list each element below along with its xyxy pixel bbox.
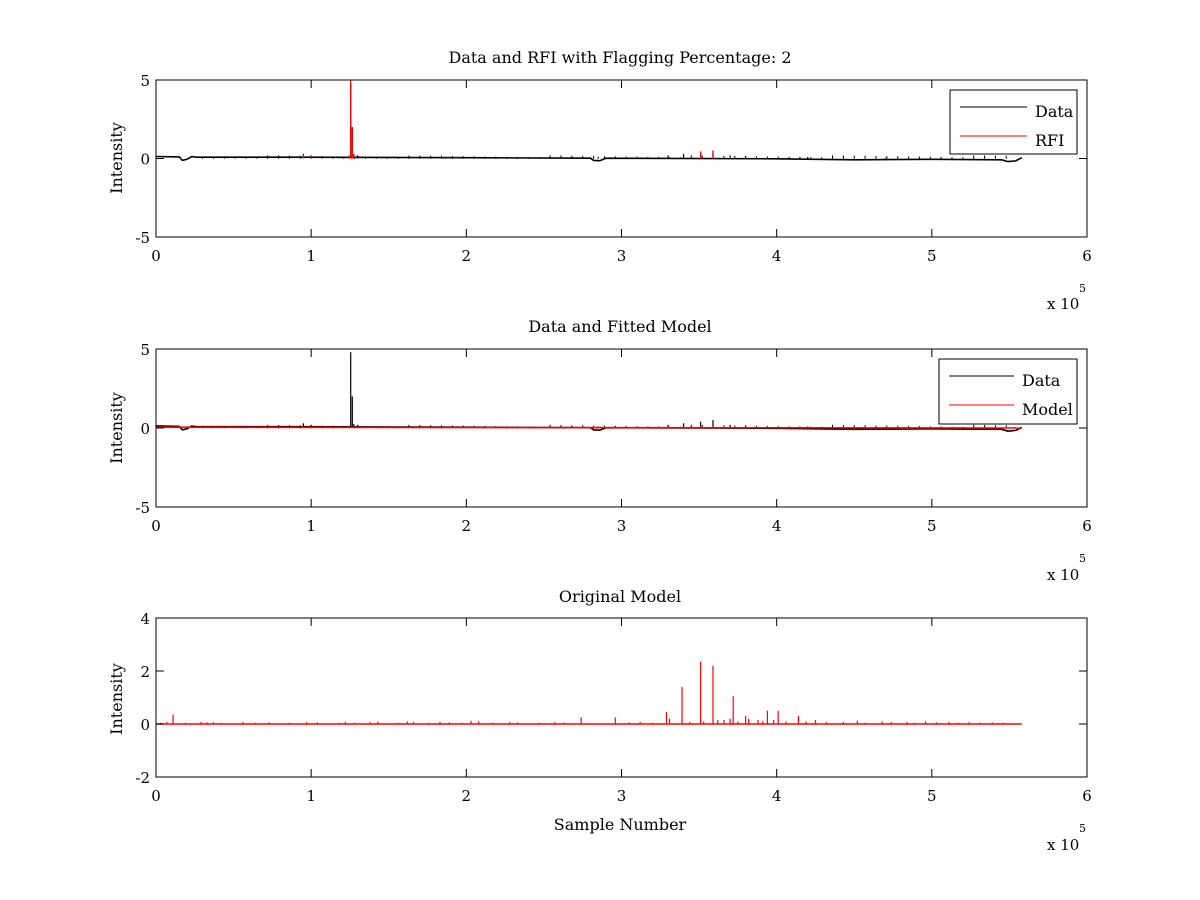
legend-label-rfi: RFI (1035, 131, 1064, 150)
x-tick-label: 4 (772, 787, 782, 805)
subplot-data-and-fitted-model: Data and Fitted Model Intensity x 10 5 0… (107, 317, 1092, 584)
subplot-title: Data and Fitted Model (528, 317, 711, 336)
legend-label-data: Data (1035, 102, 1074, 121)
x-exponent-label: x 10 (1047, 566, 1079, 584)
y-tick-label: 5 (140, 341, 150, 359)
y-tick-label: 0 (140, 420, 150, 438)
subplot-original-model: Original Model Intensity Sample Number x… (107, 587, 1092, 854)
y-tick-label: 5 (140, 72, 150, 90)
x-tick-label: 6 (1082, 787, 1092, 805)
legend: Data RFI (949, 89, 1078, 155)
y-axis-label: Intensity (107, 663, 126, 735)
x-tick-label: 3 (617, 247, 627, 265)
legend-box (938, 358, 1078, 425)
legend-box (949, 89, 1078, 155)
y-axis-label: Intensity (107, 122, 126, 194)
y-tick-label: 2 (140, 663, 150, 681)
x-tick-label: 0 (151, 787, 161, 805)
x-tick-label: 3 (617, 517, 627, 535)
x-tick-label: 5 (927, 517, 937, 535)
plot-area (156, 618, 1087, 777)
x-tick-label: 0 (151, 247, 161, 265)
subplot-title: Data and RFI with Flagging Percentage: 2 (448, 48, 791, 67)
y-tick-label: -5 (135, 229, 150, 247)
x-exponent-power: 5 (1079, 822, 1086, 835)
y-tick-label: 0 (140, 716, 150, 734)
x-tick-label: 6 (1082, 247, 1092, 265)
x-exponent-power: 5 (1079, 552, 1086, 565)
subplot-title: Original Model (559, 587, 681, 606)
x-tick-label: 1 (306, 517, 316, 535)
x-tick-label: 6 (1082, 517, 1092, 535)
x-tick-label: 2 (462, 787, 472, 805)
x-tick-label: 1 (306, 787, 316, 805)
x-tick-label: 4 (772, 517, 782, 535)
x-tick-label: 5 (927, 247, 937, 265)
x-tick-label: 3 (617, 787, 627, 805)
series-line-data (155, 425, 1023, 433)
x-exponent-power: 5 (1079, 282, 1086, 295)
x-tick-label: 0 (151, 517, 161, 535)
y-tick-label: -2 (135, 769, 150, 787)
x-tick-label: 2 (462, 517, 472, 535)
x-tick-label: 2 (462, 247, 472, 265)
y-axis-label: Intensity (107, 392, 126, 464)
legend-label-model: Model (1022, 400, 1073, 419)
y-tick-label: 0 (140, 151, 150, 169)
legend-label-data: Data (1022, 371, 1061, 390)
x-tick-label: 5 (927, 787, 937, 805)
x-tick-label: 1 (306, 247, 316, 265)
series-line-data (155, 155, 1023, 163)
y-tick-label: -5 (135, 499, 150, 517)
legend: Data Model (938, 358, 1078, 425)
series-line-model (155, 426, 1022, 429)
x-tick-label: 4 (772, 247, 782, 265)
x-exponent-label: x 10 (1047, 295, 1079, 313)
subplot-data-and-rfi: Data and RFI with Flagging Percentage: 2… (107, 48, 1092, 313)
y-tick-label: 4 (140, 610, 150, 628)
x-axis-label: Sample Number (554, 815, 687, 834)
x-exponent-label: x 10 (1047, 836, 1079, 854)
